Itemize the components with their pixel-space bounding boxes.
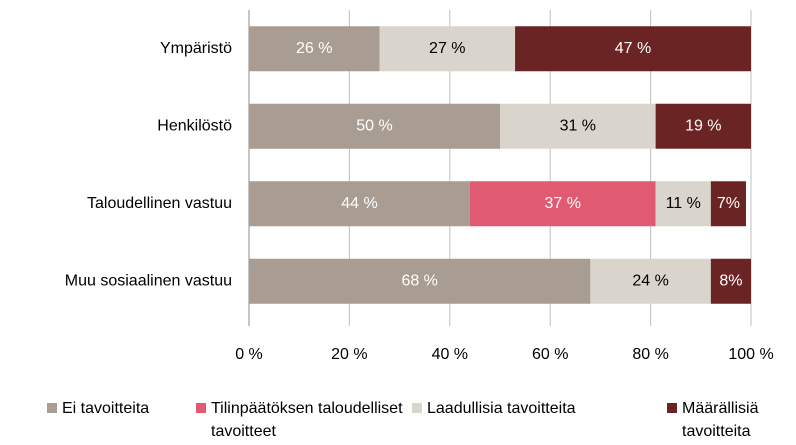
x-tick-label: 100 % (728, 346, 773, 363)
legend-label: Ei tavoitteita (62, 400, 150, 417)
bar-segment (515, 26, 751, 72)
bar-segment (590, 258, 711, 304)
x-tick-label: 80 % (632, 346, 668, 363)
bar-segment (249, 258, 591, 304)
data-label: 8% (719, 272, 742, 289)
legend-swatch (47, 403, 57, 413)
data-label: 26 % (296, 40, 332, 57)
data-label: 7% (717, 195, 740, 212)
data-label: 47 % (615, 40, 651, 57)
legend-label: Laadullisia tavoitteita (427, 400, 576, 417)
x-tick-label: 60 % (532, 346, 568, 363)
bar-segment (655, 103, 751, 149)
bar-segment (655, 181, 711, 227)
bar-segment (469, 181, 656, 227)
y-tick-label: Ympäristö (160, 40, 232, 57)
bar-segment (710, 181, 746, 227)
y-tick-label: Henkilöstö (157, 117, 232, 134)
data-label: 37 % (545, 195, 581, 212)
bar-segment (379, 26, 516, 72)
bar-segment (249, 181, 470, 227)
data-label: 24 % (632, 272, 668, 289)
bar-segment (500, 103, 656, 149)
x-tick-label: 20 % (331, 346, 367, 363)
data-label: 11 % (666, 195, 701, 212)
data-label: 31 % (560, 117, 596, 134)
legend-swatch (196, 403, 206, 413)
data-label: 44 % (341, 195, 377, 212)
y-tick-label: Taloudellinen vastuu (87, 195, 232, 212)
legend-swatch (412, 403, 422, 413)
data-label: 68 % (401, 272, 437, 289)
data-label: 19 % (685, 117, 721, 134)
data-label: 27 % (429, 40, 465, 57)
bar-segment (710, 258, 751, 304)
data-label: 50 % (356, 117, 392, 134)
bar-segment (249, 26, 380, 72)
legend-swatch (667, 403, 677, 413)
bar-segment (249, 103, 500, 149)
legend-label: Tilinpäätöksen taloudelliset tavoitteet (211, 400, 403, 440)
y-tick-label: Muu sosiaalinen vastuu (65, 272, 232, 289)
x-tick-label: 0 % (235, 346, 263, 363)
legend-label: Määrällisiä tavoitteita (682, 400, 759, 440)
x-tick-label: 40 % (432, 346, 468, 363)
